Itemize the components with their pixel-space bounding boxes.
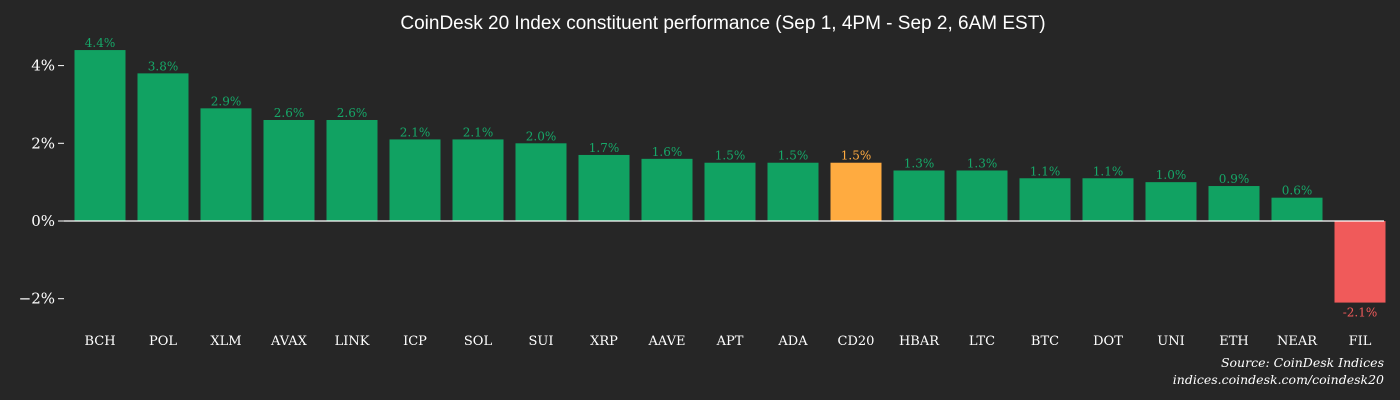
data-label-near: 0.6% (1282, 184, 1313, 198)
source-text: Source: CoinDesk Indices (1221, 355, 1384, 370)
x-tick-label-link: LINK (335, 334, 370, 349)
chart-title: CoinDesk 20 Index constituent performanc… (400, 13, 1045, 34)
x-tick-label-ada: ADA (777, 334, 808, 349)
bar-aave (641, 158, 693, 221)
bar-pol (137, 73, 189, 222)
x-tick-label-hbar: HBAR (899, 334, 940, 349)
x-tick-label-xlm: XLM (210, 334, 241, 349)
source-url-text: indices.coindesk.com/coindesk20 (1173, 372, 1384, 387)
bar-xrp (578, 154, 630, 221)
data-label-icp: 2.1% (400, 125, 431, 139)
x-tick-label-bch: BCH (84, 334, 115, 349)
data-label-dot: 1.1% (1093, 164, 1124, 178)
x-tick-label-icp: ICP (403, 334, 427, 349)
x-tick-label-cd20: CD20 (838, 334, 875, 349)
x-tick-label-dot: DOT (1093, 334, 1123, 349)
x-tick-label-avax: AVAX (270, 334, 308, 349)
x-tick-label-near: NEAR (1277, 334, 1318, 349)
data-label-aave: 1.6% (652, 145, 683, 159)
x-tick-label-aave: AAVE (647, 334, 685, 349)
bar-link (326, 119, 378, 221)
data-label-pol: 3.8% (148, 59, 179, 73)
bar-icp (389, 139, 441, 221)
bar-dot (1082, 178, 1134, 221)
x-tick-label-apt: APT (716, 334, 744, 349)
data-label-ltc: 1.3% (967, 156, 998, 170)
data-label-bch: 4.4% (85, 36, 116, 50)
bar-uni (1145, 182, 1197, 221)
bar-sol (452, 139, 504, 221)
data-label-sol: 2.1% (463, 125, 494, 139)
bar-eth (1208, 186, 1260, 221)
y-axis: 4% 2% 0% −2% (19, 57, 64, 308)
bar-ltc (956, 170, 1008, 221)
data-label-link: 2.6% (337, 106, 368, 120)
x-tick-label-fil: FIL (1349, 334, 1372, 349)
y-tick-label: −2% (19, 290, 55, 308)
bar-ada (767, 162, 819, 221)
y-tick-label: 4% (31, 57, 55, 75)
data-label-xlm: 2.9% (211, 94, 242, 108)
data-label-hbar: 1.3% (904, 156, 935, 170)
data-label-apt: 1.5% (715, 149, 746, 163)
data-label-fil: -2.1% (1343, 306, 1378, 320)
x-tick-label-uni: UNI (1157, 334, 1184, 349)
bar-bch (74, 50, 126, 222)
x-tick-label-sol: SOL (464, 334, 493, 349)
bar-near (1271, 197, 1323, 221)
x-tick-label-eth: ETH (1219, 334, 1249, 349)
bar-fil (1334, 221, 1386, 303)
y-tick-label: 2% (31, 134, 55, 152)
data-label-ada: 1.5% (778, 149, 809, 163)
x-tick-label-sui: SUI (529, 334, 554, 349)
bar-sui (515, 143, 567, 221)
bar-xlm (200, 108, 252, 221)
x-axis: BCH POL XLM AVAX LINK ICP SOL SUI XRP AAVE APT ADA C… (84, 334, 1371, 349)
x-tick-label-btc: BTC (1031, 334, 1059, 349)
x-tick-label-xrp: XRP (590, 334, 618, 349)
data-label-eth: 0.9% (1219, 172, 1250, 186)
data-label-cd20: 1.5% (841, 149, 872, 163)
y-tick-label: 0% (31, 212, 55, 230)
data-label-xrp: 1.7% (589, 141, 620, 155)
bars: 4.4% 3.8% 2.9% 2.6% 2.6% 2.1% 2.1% 2.0% 1.7% 1.6%… (64, 36, 1386, 320)
bar-cd20 (830, 162, 882, 221)
bar-hbar (893, 170, 945, 221)
x-tick-label-ltc: LTC (969, 334, 995, 349)
bar-apt (704, 162, 756, 221)
bar-btc (1019, 178, 1071, 221)
bar-avax (263, 119, 315, 221)
data-label-sui: 2.0% (526, 129, 557, 143)
data-label-avax: 2.6% (274, 106, 305, 120)
x-tick-label-pol: POL (149, 334, 177, 349)
data-label-btc: 1.1% (1030, 164, 1061, 178)
data-label-uni: 1.0% (1156, 168, 1187, 182)
